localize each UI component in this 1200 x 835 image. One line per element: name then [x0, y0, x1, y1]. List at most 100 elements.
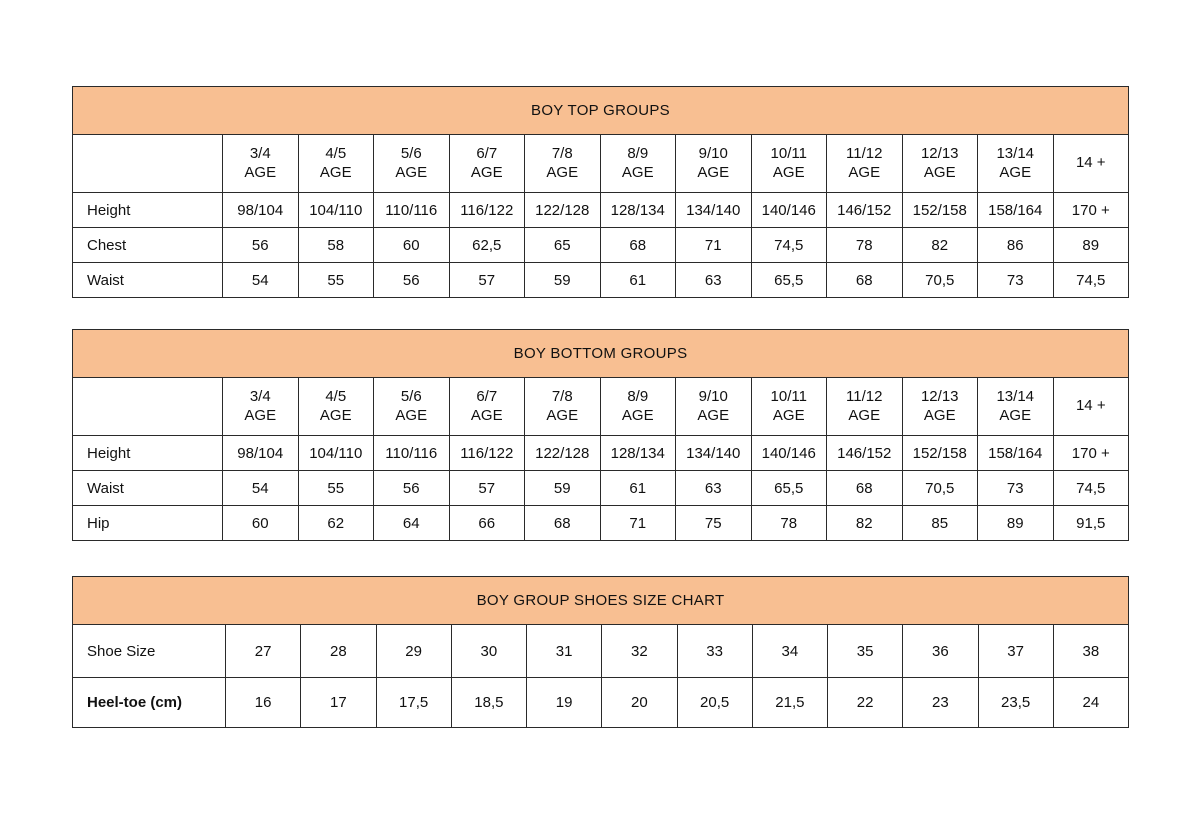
age-range-label: 8/9 — [627, 144, 649, 162]
age-header-row: 3/4 AGE 4/5 AGE 5/6 AGE 6/7 AGE 7/8 AGE 8/9 AG… — [72, 377, 1130, 436]
table-cell: 22 — [826, 677, 904, 728]
table-cell: 57 — [448, 262, 525, 298]
table-cell: 63 — [675, 470, 752, 506]
table-cell: 36 — [902, 624, 979, 678]
age-range-label: 8/9 — [627, 387, 649, 405]
age-range-label: 13/14 — [996, 387, 1035, 405]
row-label: Waist — [72, 470, 223, 506]
table-cell: 170 + — [1052, 435, 1130, 471]
row-label: Shoe Size — [72, 624, 226, 678]
age-unit-label: AGE — [244, 163, 277, 181]
table-cell: 19 — [525, 677, 603, 728]
age-unit-label: AGE — [470, 163, 503, 181]
age-header-cell: 4/5 AGE — [297, 377, 374, 436]
table-cell: 68 — [599, 227, 676, 263]
age-range-label: 13/14 — [996, 144, 1035, 162]
table-title-row: BOY TOP GROUPS — [71, 86, 1130, 135]
age-unit-label: AGE — [999, 406, 1032, 424]
age-unit-label: AGE — [395, 406, 428, 424]
table-cell: 78 — [750, 505, 827, 541]
boy-bottom-groups-title: BOY BOTTOM GROUPS — [71, 329, 1130, 378]
age-header-cell: 11/12 AGE — [826, 377, 903, 436]
row-label: Chest — [72, 227, 223, 263]
boy-shoes-size-block: BOY GROUP SHOES SIZE CHART Shoe Size 27 … — [71, 576, 1130, 728]
age-header-row: 3/4 AGE 4/5 AGE 5/6 AGE 6/7 AGE 7/8 AGE 8/9 AG… — [72, 134, 1130, 193]
table-cell: 116/122 — [448, 435, 525, 471]
age-range-label: 6/7 — [476, 144, 498, 162]
boy-top-groups-title: BOY TOP GROUPS — [71, 86, 1130, 135]
age-unit-label: AGE — [999, 163, 1032, 181]
table-cell: 56 — [373, 470, 450, 506]
table-cell: 74,5 — [1052, 470, 1130, 506]
table-cell: 60 — [373, 227, 450, 263]
age-range-label: 3/4 — [249, 387, 271, 405]
table-cell: 158/164 — [977, 192, 1054, 228]
table-cell: 54 — [222, 262, 299, 298]
table-cell: 18,5 — [450, 677, 528, 728]
age-range-label: 12/13 — [920, 387, 959, 405]
table-cell: 146/152 — [826, 192, 903, 228]
table-cell: 98/104 — [222, 435, 299, 471]
table-cell: 71 — [599, 505, 676, 541]
table-cell: 128/134 — [599, 192, 676, 228]
age-range-label: 3/4 — [249, 144, 271, 162]
table-cell: 85 — [901, 505, 978, 541]
table-cell: 63 — [675, 262, 752, 298]
age-range-label: 9/10 — [698, 144, 728, 162]
row-label: Heel-toe (cm) — [72, 677, 226, 728]
table-cell: 60 — [222, 505, 299, 541]
table-cell: 20 — [601, 677, 678, 728]
boy-top-groups-block: BOY TOP GROUPS 3/4 AGE 4/5 AGE 5/6 AGE 6/7 A… — [71, 86, 1130, 298]
age-header-cell: 9/10 AGE — [675, 377, 752, 436]
age-header-cell-last: 14 + — [1052, 134, 1130, 193]
table-cell: 58 — [297, 227, 374, 263]
table-cell: 37 — [977, 624, 1054, 678]
age-header-cell: 7/8 AGE — [524, 134, 601, 193]
table-cell: 104/110 — [297, 435, 374, 471]
table-cell: 23 — [902, 677, 979, 728]
table-cell: 55 — [297, 262, 374, 298]
table-cell: 56 — [222, 227, 299, 263]
table-cell: 54 — [222, 470, 299, 506]
row-label: Waist — [72, 262, 223, 298]
table-cell: 122/128 — [524, 435, 601, 471]
table-cell: 57 — [448, 470, 525, 506]
age-range-label: 5/6 — [400, 144, 422, 162]
table-cell: 66 — [448, 505, 525, 541]
age-unit-label: AGE — [772, 163, 805, 181]
boy-shoes-size-table: BOY GROUP SHOES SIZE CHART Shoe Size 27 … — [71, 576, 1130, 728]
table-cell: 140/146 — [750, 192, 827, 228]
age-unit-label: AGE — [923, 406, 956, 424]
age-unit-label: AGE — [546, 406, 579, 424]
age-unit-label: AGE — [470, 406, 503, 424]
table-cell: 104/110 — [297, 192, 374, 228]
table-row: Chest 56 58 60 62,5 65 68 71 74,5 78 82 … — [72, 227, 1130, 263]
age-header-cell: 13/14 AGE — [977, 134, 1054, 193]
table-cell: 65,5 — [750, 470, 827, 506]
table-cell: 74,5 — [750, 227, 827, 263]
age-unit-label: AGE — [621, 406, 654, 424]
table-cell: 59 — [524, 470, 601, 506]
table-cell: 68 — [826, 470, 903, 506]
age-unit-label: AGE — [923, 163, 956, 181]
age-range-label: 4/5 — [325, 387, 347, 405]
age-unit-label: AGE — [772, 406, 805, 424]
age-range-label: 7/8 — [551, 144, 573, 162]
age-range-label: 5/6 — [400, 387, 422, 405]
age-unit-label: AGE — [244, 406, 277, 424]
table-cell: 28 — [300, 624, 377, 678]
age-unit-label: AGE — [697, 406, 730, 424]
table-cell: 110/116 — [373, 192, 450, 228]
table-cell: 38 — [1052, 624, 1130, 678]
table-cell: 32 — [601, 624, 678, 678]
age-header-cell: 8/9 AGE — [599, 377, 676, 436]
row-label: Height — [72, 192, 223, 228]
table-cell: 122/128 — [524, 192, 601, 228]
table-cell: 61 — [599, 470, 676, 506]
age-unit-label: AGE — [848, 163, 881, 181]
table-cell: 59 — [524, 262, 601, 298]
table-cell: 27 — [224, 624, 302, 678]
table-cell: 82 — [826, 505, 903, 541]
age-header-cell: 12/13 AGE — [901, 134, 978, 193]
age-header-cell: 8/9 AGE — [599, 134, 676, 193]
